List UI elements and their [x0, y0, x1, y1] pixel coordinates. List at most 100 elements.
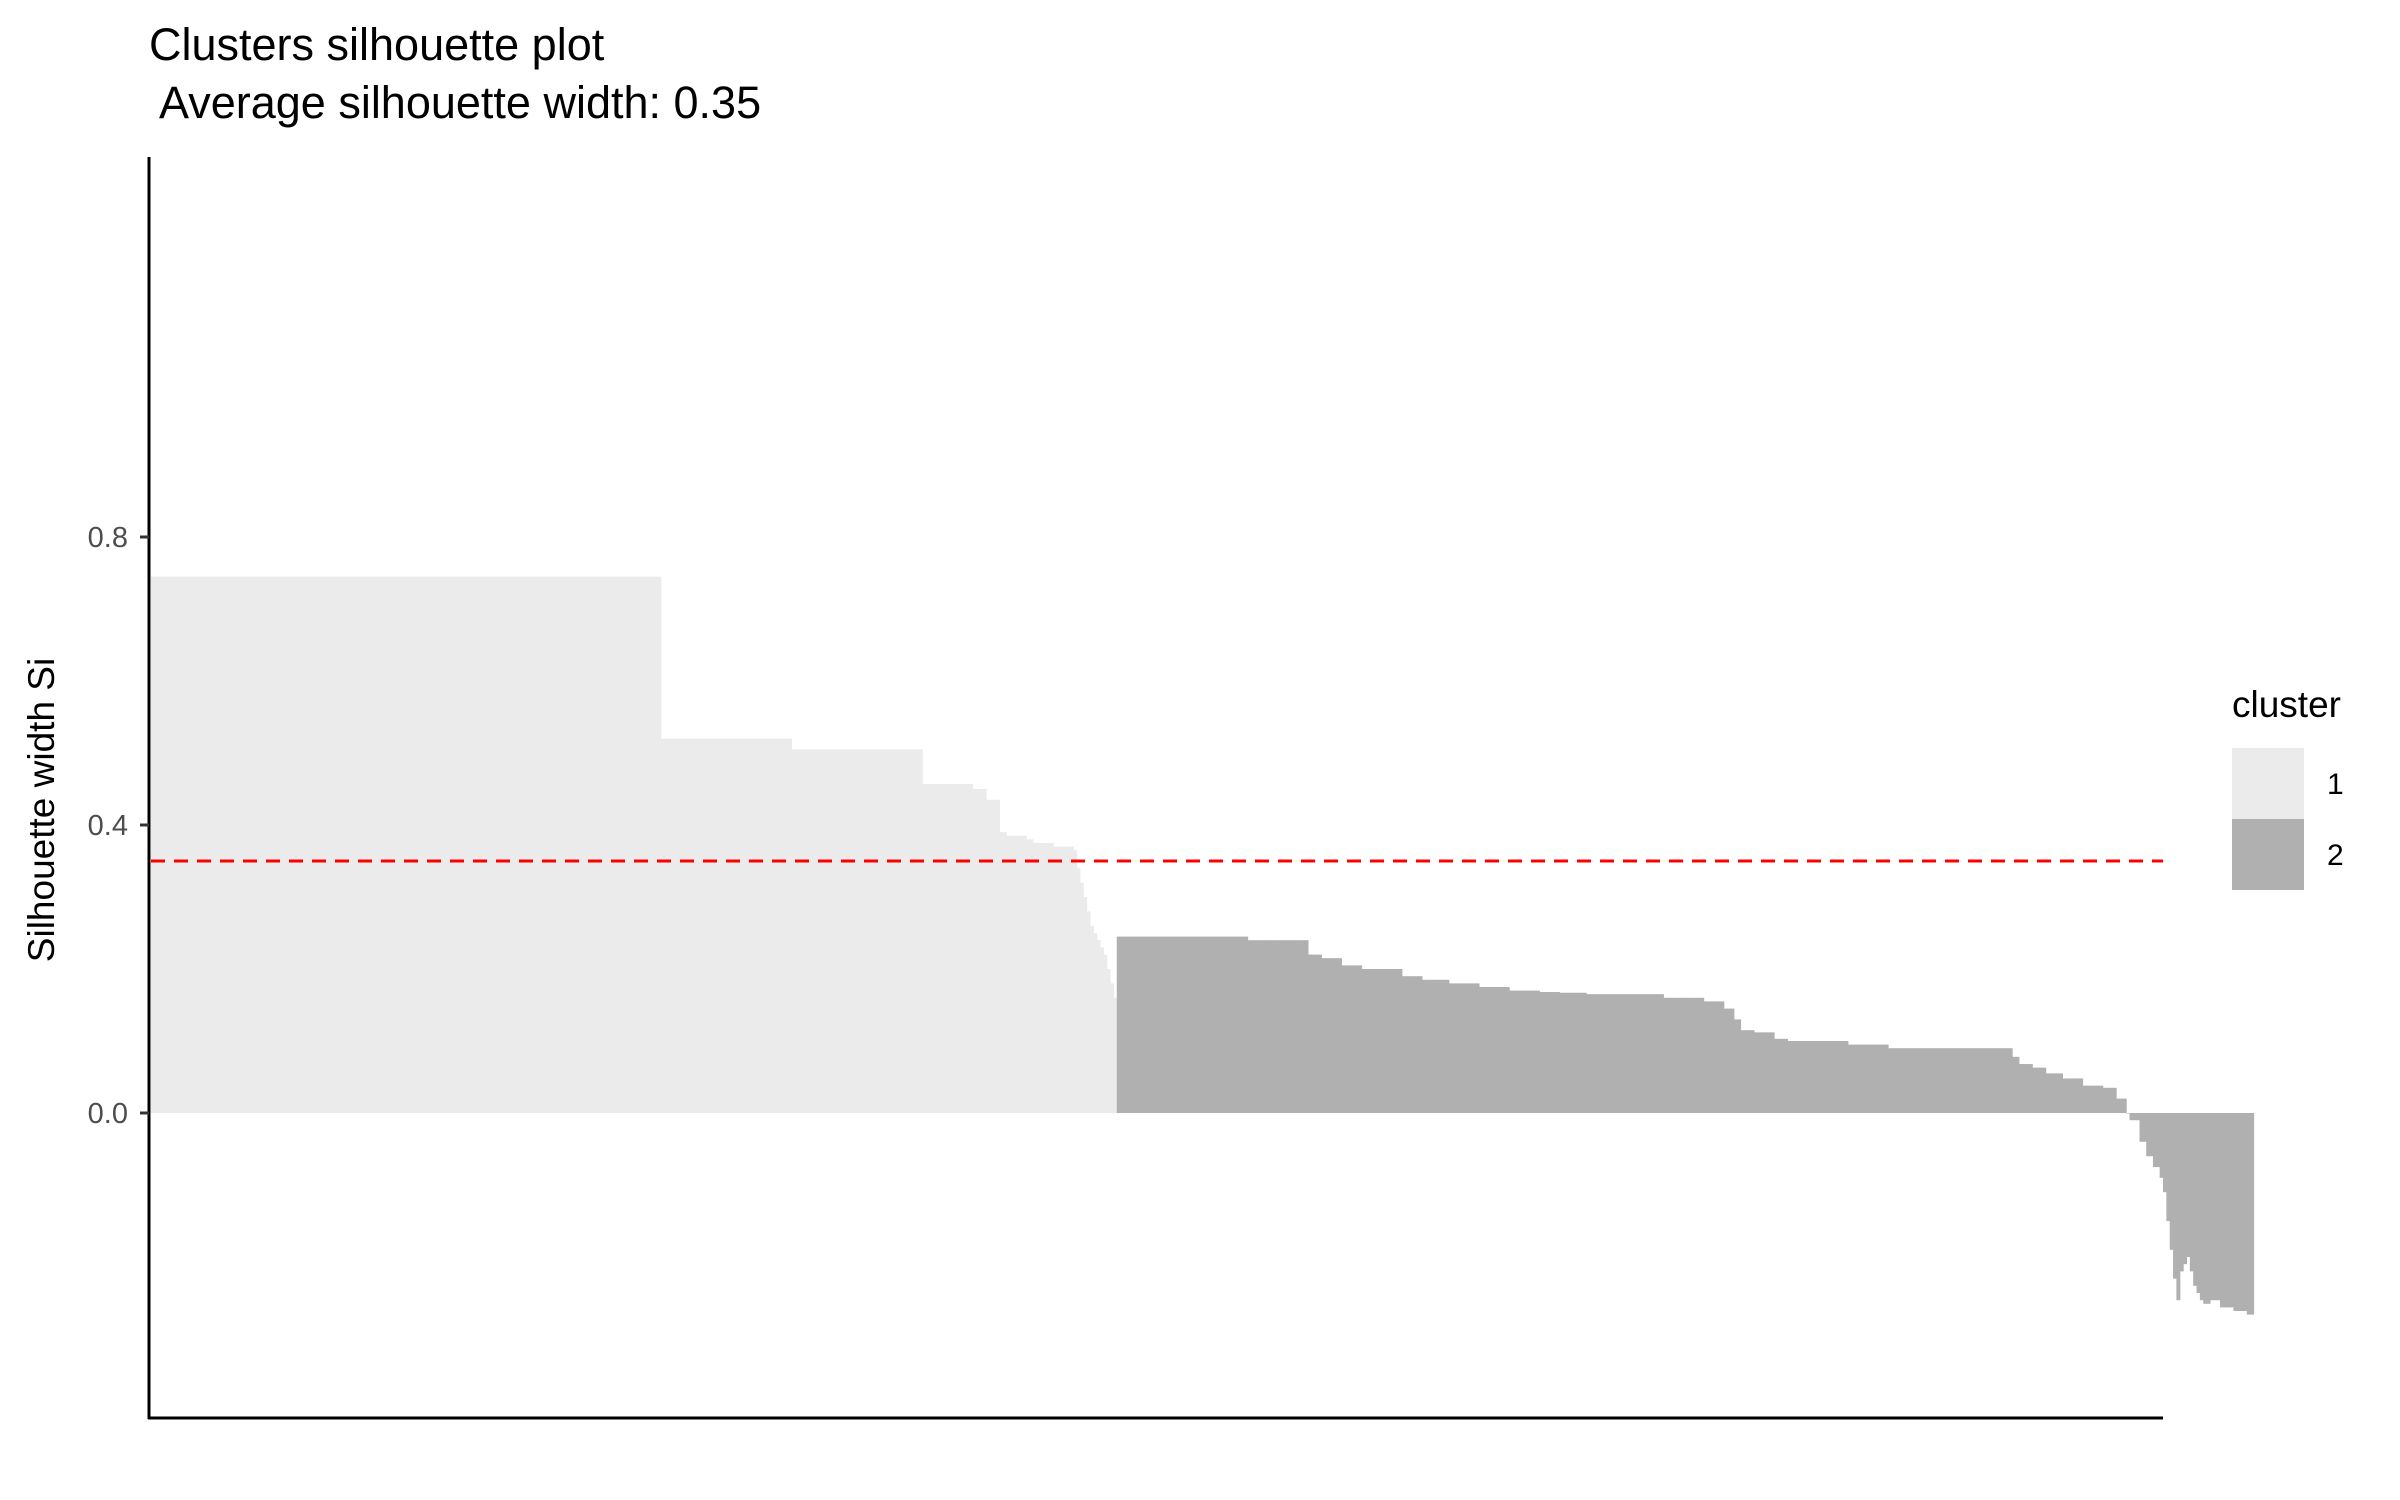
- silhouette-bar-cluster-2: [1794, 1041, 1799, 1113]
- silhouette-bar-cluster-2: [1971, 1048, 1976, 1113]
- silhouette-bar-cluster-1: [563, 576, 568, 1113]
- silhouette-bar-cluster-2: [1331, 958, 1336, 1113]
- silhouette-bar-cluster-2: [1690, 997, 1695, 1113]
- silhouette-bar-cluster-1: [509, 576, 514, 1113]
- silhouette-bar-cluster-1: [154, 576, 159, 1113]
- silhouette-bar-cluster-1: [536, 576, 541, 1113]
- silhouette-bar-cluster-2: [1988, 1048, 1993, 1113]
- silhouette-bar-cluster-2: [2189, 1113, 2194, 1272]
- silhouette-bar-cluster-1: [499, 576, 504, 1113]
- silhouette-bar-cluster-1: [1049, 843, 1054, 1113]
- silhouette-bar-cluster-2: [2243, 1113, 2248, 1311]
- silhouette-bar-cluster-2: [1374, 969, 1379, 1113]
- silhouette-bar-cluster-1: [1093, 933, 1098, 1113]
- silhouette-bar-cluster-1: [633, 576, 638, 1113]
- silhouette-bar-cluster-1: [415, 576, 420, 1113]
- silhouette-bar-cluster-1: [301, 576, 306, 1113]
- silhouette-bar-cluster-2: [1468, 983, 1473, 1113]
- silhouette-bar-cluster-1: [389, 576, 394, 1113]
- silhouette-bar-cluster-2: [1203, 936, 1208, 1113]
- silhouette-bar-cluster-2: [1921, 1048, 1926, 1113]
- silhouette-bar-cluster-2: [1931, 1048, 1936, 1113]
- silhouette-bar-cluster-2: [1884, 1044, 1889, 1113]
- silhouette-bar-cluster-2: [1807, 1041, 1812, 1113]
- silhouette-bar-cluster-2: [1680, 997, 1685, 1113]
- silhouette-bar-cluster-2: [1837, 1041, 1842, 1113]
- silhouette-bar-cluster-2: [1710, 1001, 1715, 1113]
- silhouette-bar-cluster-2: [1914, 1048, 1919, 1113]
- silhouette-bar-cluster-1: [251, 576, 256, 1113]
- silhouette-bar-cluster-2: [1405, 976, 1410, 1113]
- silhouette-bar-cluster-2: [1485, 987, 1490, 1113]
- silhouette-bar-cluster-1: [945, 783, 950, 1113]
- silhouette-bar-cluster-1: [385, 576, 390, 1113]
- silhouette-bar-cluster-2: [1488, 987, 1493, 1113]
- silhouette-bar-cluster-2: [1881, 1044, 1886, 1113]
- silhouette-bar-cluster-2: [1780, 1038, 1785, 1113]
- silhouette-bar-cluster-1: [432, 576, 437, 1113]
- chart-subtitle: Average silhouette width: 0.35: [149, 77, 761, 128]
- silhouette-bar-cluster-1: [761, 738, 766, 1113]
- y-tick-label: 0.8: [88, 522, 128, 554]
- silhouette-bar-cluster-2: [1763, 1032, 1768, 1113]
- silhouette-bar-cluster-2: [1311, 954, 1316, 1113]
- silhouette-bar-cluster-2: [1569, 992, 1574, 1113]
- silhouette-bar-cluster-2: [2139, 1113, 2144, 1142]
- silhouette-bar-cluster-2: [1150, 936, 1155, 1113]
- silhouette-bar-cluster-2: [2132, 1113, 2137, 1121]
- silhouette-bar-cluster-2: [1753, 1032, 1758, 1113]
- silhouette-bar-cluster-1: [218, 576, 223, 1113]
- silhouette-bar-cluster-2: [1294, 940, 1299, 1113]
- silhouette-bar-cluster-2: [1841, 1041, 1846, 1113]
- silhouette-bar-cluster-2: [2065, 1078, 2070, 1113]
- silhouette-bar-cluster-1: [1073, 850, 1078, 1113]
- silhouette-bar-cluster-2: [1918, 1048, 1923, 1113]
- silhouette-bar-cluster-1: [1089, 925, 1094, 1113]
- silhouette-bar-cluster-1: [985, 799, 990, 1113]
- silhouette-bar-cluster-2: [1951, 1048, 1956, 1113]
- silhouette-bar-cluster-1: [1022, 835, 1027, 1113]
- silhouette-bar-cluster-1: [1039, 843, 1044, 1113]
- silhouette-bar-cluster-1: [965, 783, 970, 1113]
- silhouette-bar-cluster-2: [1851, 1044, 1856, 1113]
- silhouette-bar-cluster-2: [1861, 1044, 1866, 1113]
- silhouette-bar-cluster-2: [1636, 994, 1641, 1113]
- silhouette-bar-cluster-2: [1274, 940, 1279, 1113]
- silhouette-bar-cluster-1: [348, 576, 353, 1113]
- silhouette-bar-cluster-1: [600, 576, 605, 1113]
- silhouette-bar-cluster-2: [1864, 1044, 1869, 1113]
- silhouette-bar-cluster-2: [1307, 954, 1312, 1113]
- silhouette-bar-cluster-1: [617, 576, 622, 1113]
- silhouette-bar-cluster-2: [1556, 992, 1560, 1113]
- silhouette-bar-cluster-1: [472, 576, 477, 1113]
- silhouette-bar-cluster-1: [328, 576, 333, 1113]
- silhouette-bar-cluster-2: [1901, 1048, 1906, 1113]
- silhouette-bar-cluster-2: [1703, 1001, 1708, 1113]
- silhouette-bar-cluster-2: [1193, 936, 1198, 1113]
- silhouette-bar-cluster-2: [2028, 1064, 2033, 1113]
- silhouette-bar-cluster-2: [1317, 954, 1322, 1113]
- silhouette-bar-cluster-2: [2052, 1073, 2057, 1113]
- silhouette-bar-cluster-1: [928, 783, 933, 1113]
- silhouette-bar-cluster-2: [1995, 1048, 2000, 1113]
- silhouette-bar-cluster-1: [908, 749, 913, 1113]
- silhouette-bar-cluster-2: [1854, 1044, 1859, 1113]
- silhouette-bar-cluster-1: [1002, 832, 1007, 1113]
- silhouette-bar-cluster-2: [2240, 1113, 2245, 1311]
- silhouette-bar-cluster-1: [1096, 940, 1101, 1113]
- silhouette-bar-cluster-1: [751, 738, 756, 1113]
- silhouette-bar-cluster-1: [372, 576, 377, 1113]
- silhouette-bar-cluster-2: [1539, 992, 1544, 1113]
- silhouette-bar-cluster-1: [278, 576, 283, 1113]
- silhouette-bar-cluster-1: [674, 738, 679, 1113]
- silhouette-bar-cluster-1: [295, 576, 300, 1113]
- silhouette-bar-cluster-1: [191, 576, 196, 1113]
- silhouette-bar-cluster-1: [737, 738, 742, 1113]
- silhouette-bar-cluster-2: [2092, 1085, 2097, 1113]
- silhouette-bar-cluster-2: [1183, 936, 1188, 1113]
- silhouette-bar-cluster-2: [1458, 983, 1463, 1113]
- silhouette-bar-cluster-2: [1800, 1041, 1805, 1113]
- silhouette-bar-cluster-1: [650, 576, 655, 1113]
- silhouette-bar-cluster-1: [151, 576, 155, 1113]
- silhouette-bar-cluster-2: [1955, 1048, 1960, 1113]
